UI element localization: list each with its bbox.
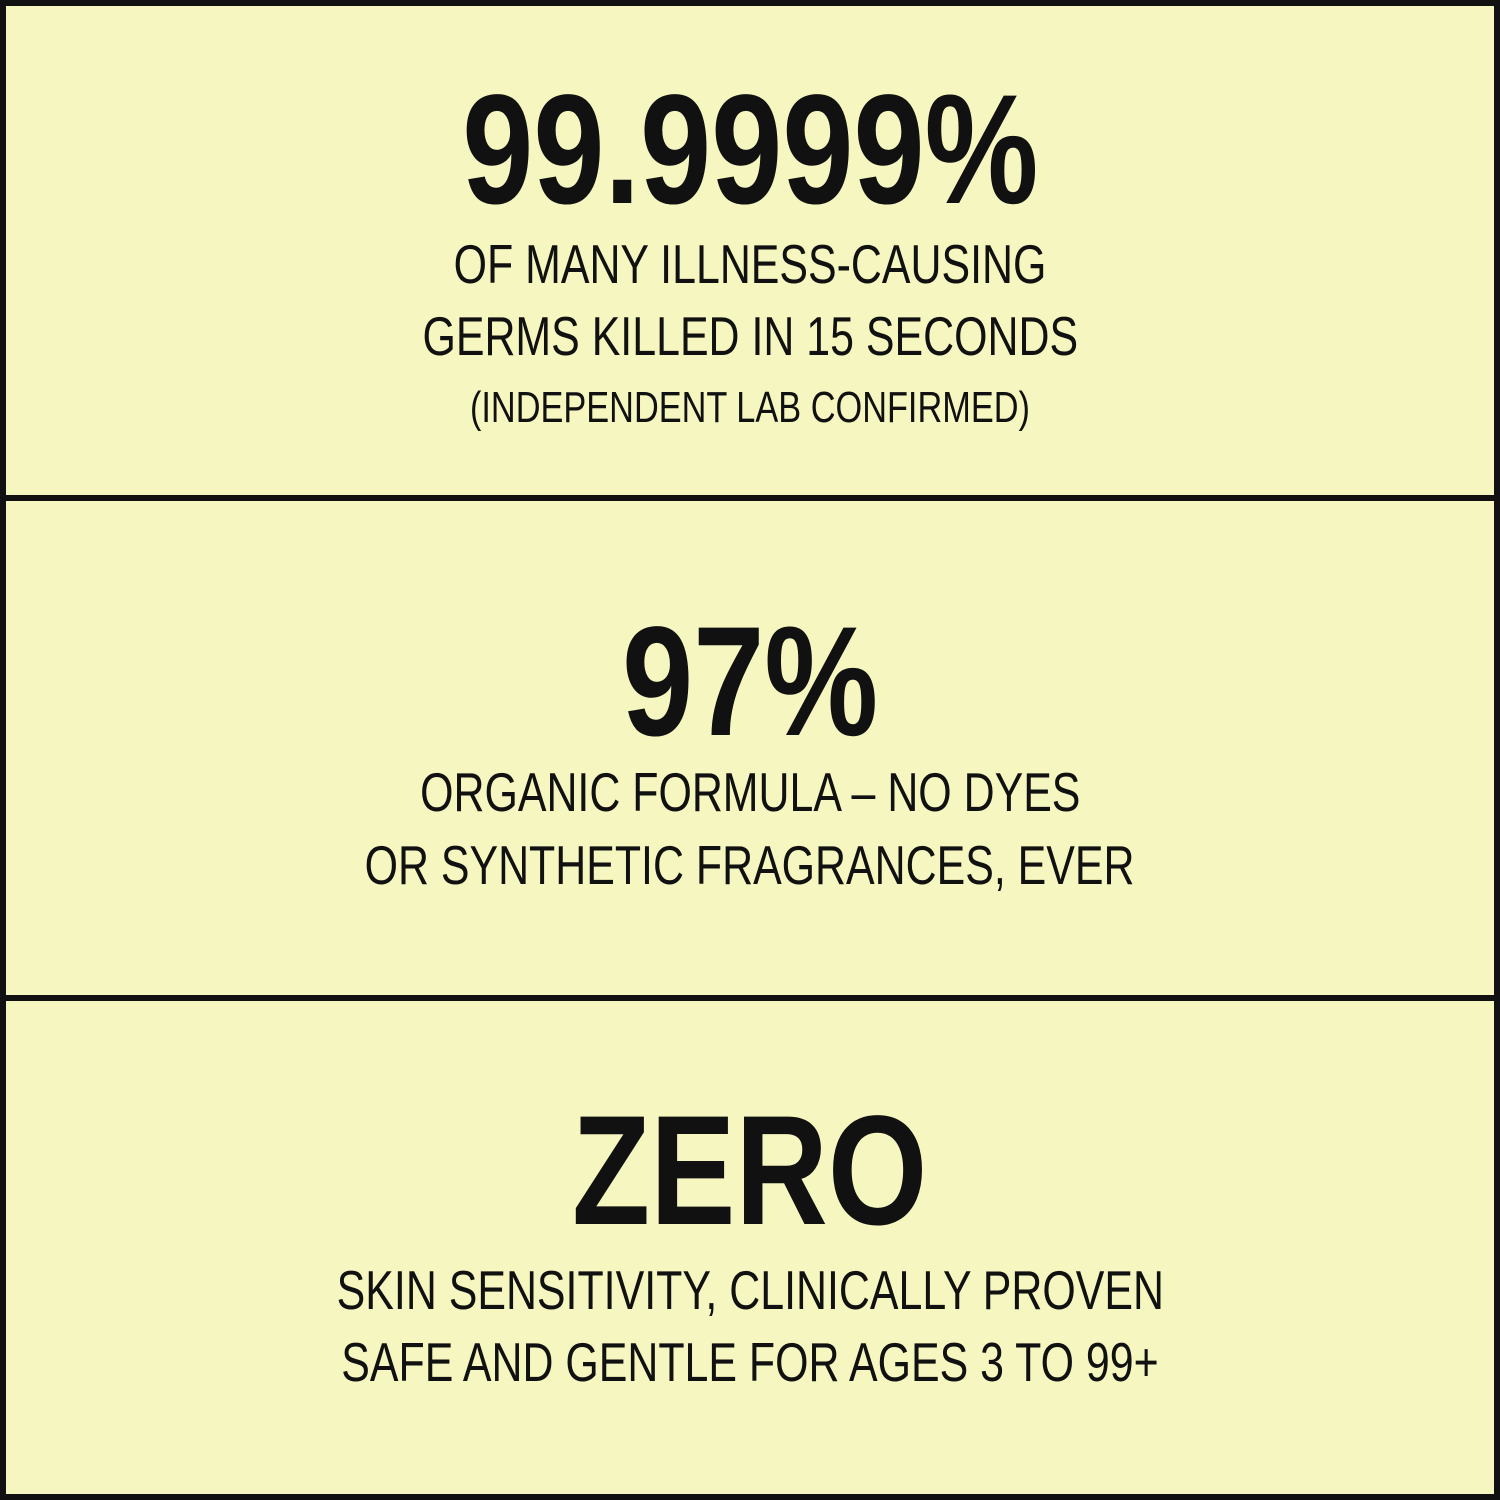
desc-line: GERMS KILLED IN 15 SECONDS [422,305,1078,367]
desc-line: OF MANY ILLNESS-CAUSING [453,233,1047,295]
headline-organic: 97% [621,595,879,769]
desc-line: SAFE AND GENTLE FOR AGES 3 TO 99+ [341,1331,1159,1393]
section-divider [0,995,1500,1001]
section-divider [0,495,1500,501]
headline-germs: 99.9999% [461,63,1039,237]
desc-line: ORGANIC FORMULA – NO DYES [419,761,1081,823]
headline-sensitivity: ZERO [572,1084,928,1258]
desc-line: OR SYNTHETIC FRAGRANCES, EVER [365,834,1135,896]
desc-line: SKIN SENSITIVITY, CLINICALLY PROVEN [336,1259,1164,1321]
note-line: (INDEPENDENT LAB CONFIRMED) [470,383,1030,432]
